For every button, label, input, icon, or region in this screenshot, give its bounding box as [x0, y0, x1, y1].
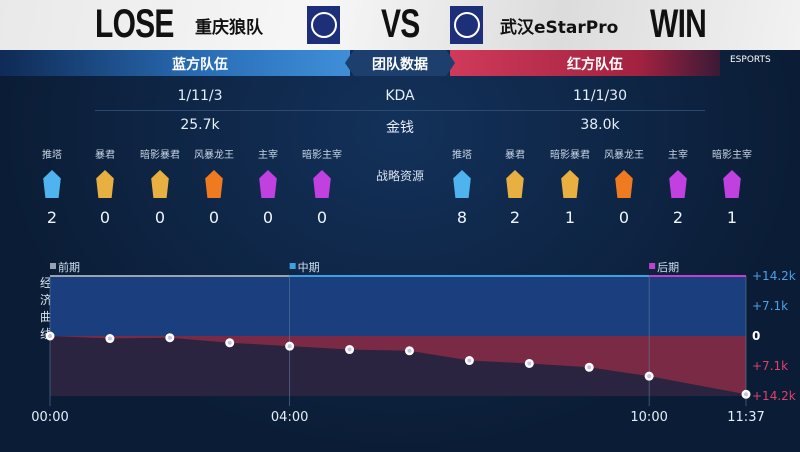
- resource-label: 暴君: [95, 150, 115, 161]
- red-resource-count: 8: [456, 208, 468, 227]
- header-banner: [0, 0, 800, 50]
- phase-marker: [649, 263, 656, 269]
- storm-dragon-icon: [187, 170, 241, 200]
- blue-area: [50, 276, 746, 336]
- overlord-icon: [241, 170, 295, 200]
- data-point-core: [347, 347, 352, 352]
- esports-brand: ESPORTS: [730, 55, 771, 65]
- time-tick: 10:00: [630, 410, 667, 425]
- data-point-core: [227, 340, 232, 345]
- blue-resource-count: 2: [46, 208, 58, 227]
- kda-label: KDA: [385, 88, 415, 104]
- blue-resource-count: 0: [262, 208, 274, 227]
- blue-resource-count: 0: [154, 208, 166, 227]
- wolves-logo: [307, 6, 340, 44]
- shadow-tyrant-icon: [543, 170, 597, 200]
- blue-kda: 1/11/3: [177, 88, 223, 104]
- storm-dragon-icon: [597, 170, 651, 200]
- phase-label: 后期: [657, 261, 679, 274]
- tower-icon: [435, 170, 489, 200]
- data-point-core: [48, 334, 52, 338]
- shadow-overlord-icon: [705, 170, 759, 200]
- overlord-icon: [651, 170, 705, 200]
- time-tick: 04:00: [271, 410, 308, 425]
- red-team-label: 红方队伍: [567, 57, 623, 73]
- resource-label: 暗影主宰: [712, 150, 752, 161]
- data-point-core: [647, 374, 652, 379]
- blue-gold: 25.7k: [180, 117, 220, 133]
- resources-label: 战略资源: [375, 169, 424, 183]
- tyrant-icon: [488, 170, 542, 200]
- resource-label: 主宰: [258, 150, 278, 161]
- red-band: [450, 50, 720, 76]
- phase-marker: [50, 263, 56, 269]
- red-gold: 38.0k: [580, 117, 620, 133]
- tyrant-icon: [78, 170, 132, 200]
- data-point-core: [527, 361, 532, 366]
- tower-icon: [25, 170, 79, 200]
- center-band: [345, 50, 455, 76]
- gold-chart: 前期 中期 后期 00:00 04:00 10:00 11:37 +14.2k +7.1k 0 +7…: [31, 260, 796, 425]
- y-tick: +14.2k: [752, 389, 796, 403]
- right-result: WIN: [650, 2, 707, 46]
- team-data-label: 团队数据: [372, 57, 428, 73]
- resource-label: 推塔: [42, 150, 62, 161]
- shadow-overlord-icon: [295, 170, 349, 200]
- red-resource-count: 1: [726, 208, 738, 227]
- phase-label: 前期: [58, 260, 80, 274]
- left-team-name: 重庆狼队: [195, 18, 263, 38]
- resource-label: 风暴龙王: [604, 150, 644, 161]
- time-tick: 11:37: [727, 410, 764, 425]
- data-point-core: [107, 336, 112, 341]
- red-resource-count: 0: [618, 208, 630, 227]
- resource-label: 暗影主宰: [302, 150, 342, 161]
- blue-team-label: 蓝方队伍: [172, 57, 228, 73]
- data-point-core: [287, 344, 292, 349]
- gold-label: 金钱: [386, 120, 414, 136]
- resource-label: 暴君: [505, 150, 525, 161]
- phase-marker: [289, 263, 296, 269]
- red-resource-count: 2: [509, 208, 521, 227]
- blue-resource-count: 0: [99, 208, 111, 227]
- right-team-name: 武汉eStarPro: [500, 18, 619, 38]
- data-point-core: [744, 392, 748, 397]
- blue-resource-count: 0: [316, 208, 328, 227]
- shadow-tyrant-icon: [133, 170, 187, 200]
- data-point-core: [407, 348, 412, 353]
- resource-label: 暗影暴君: [550, 150, 590, 161]
- resource-label: 主宰: [668, 150, 688, 161]
- time-tick: 00:00: [31, 410, 68, 425]
- red-resource-count: 1: [564, 208, 576, 227]
- resource-label: 暗影暴君: [140, 150, 180, 161]
- resource-label: 推塔: [452, 150, 472, 161]
- y-tick: +7.1k: [752, 299, 788, 313]
- red-resource-count: 2: [672, 208, 684, 227]
- left-result: LOSE: [95, 2, 174, 46]
- divider: [95, 110, 705, 111]
- y-tick: +7.1k: [752, 359, 788, 373]
- data-point-core: [167, 335, 172, 340]
- gold-diff-area: [50, 336, 746, 396]
- data-point-core: [587, 365, 592, 370]
- y-tick: +14.2k: [752, 269, 796, 283]
- red-kda: 11/1/30: [573, 88, 627, 104]
- phase-label: 中期: [298, 261, 320, 274]
- resource-label: 风暴龙王: [194, 150, 234, 161]
- data-point-core: [467, 358, 472, 363]
- estar-logo: [450, 6, 483, 44]
- vs-label: VS: [381, 2, 420, 46]
- blue-band: [0, 50, 350, 76]
- y-tick: 0: [752, 329, 760, 343]
- blue-resource-count: 0: [208, 208, 220, 227]
